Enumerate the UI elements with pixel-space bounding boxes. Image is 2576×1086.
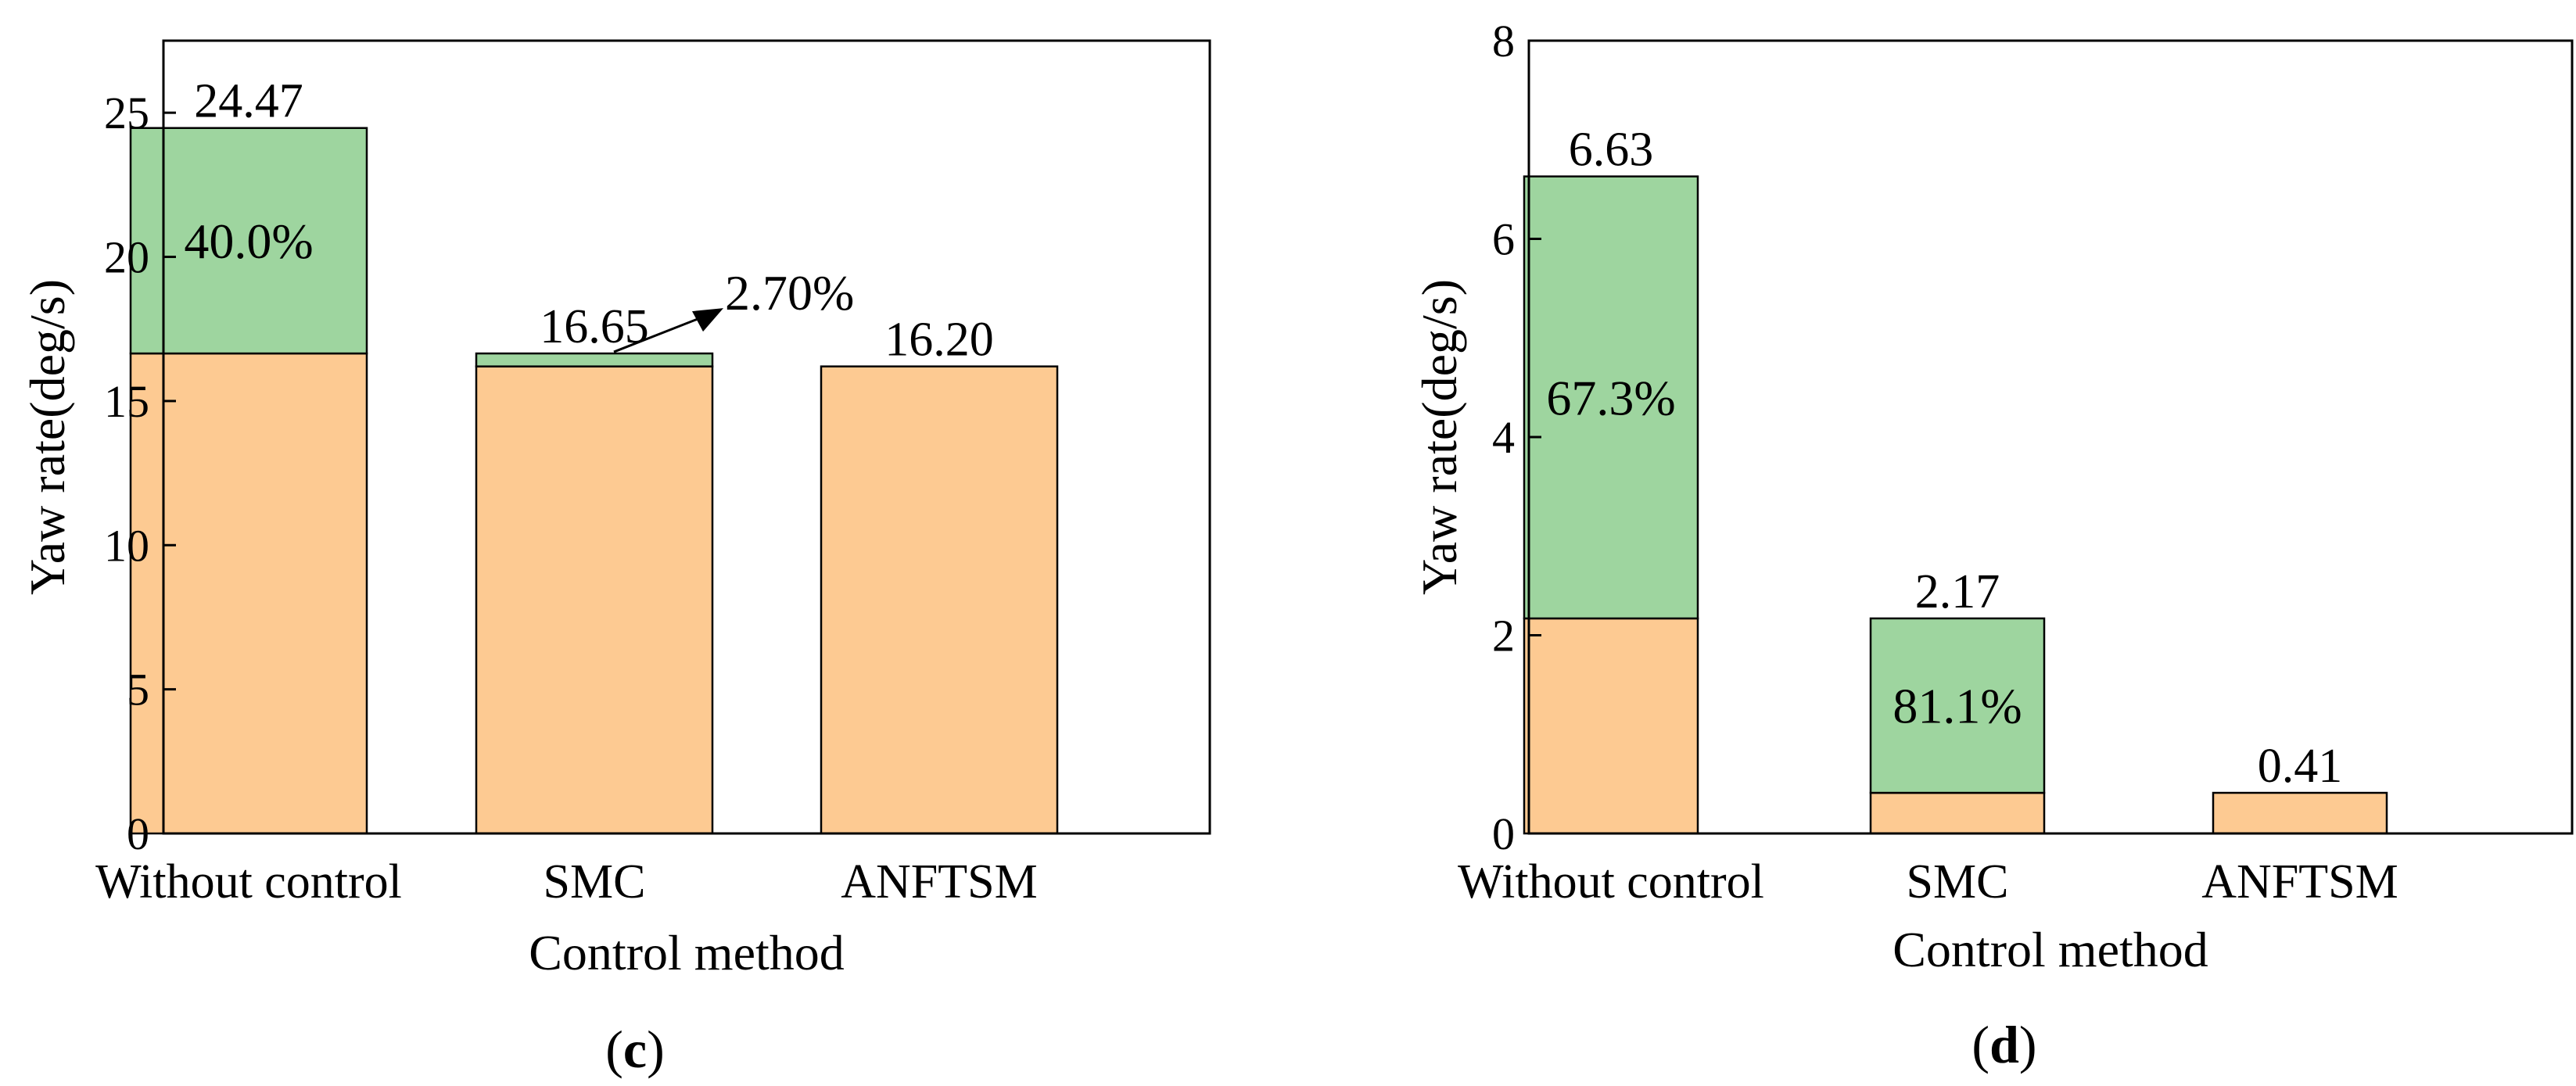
caption-close: ) — [2019, 1015, 2037, 1074]
y-tick-label: 2 — [1492, 611, 1515, 661]
category-label-2: ANFTSM — [841, 855, 1038, 909]
total-label-2: 0.41 — [2258, 740, 2343, 793]
percent-label-1: 2.70% — [725, 265, 854, 321]
x-axis-title: Control method — [529, 925, 845, 980]
y-tick-label: 0 — [1492, 808, 1515, 859]
caption-open: ( — [1971, 1015, 1989, 1074]
y-tick-label: 0 — [127, 808, 149, 859]
total-label-0: 6.63 — [1569, 124, 1654, 177]
plot-frame — [162, 39, 1211, 835]
category-label-2: ANFTSM — [2201, 855, 2398, 909]
total-label-1: 2.17 — [1915, 565, 2000, 618]
category-label-0: Without control — [1458, 855, 1764, 909]
caption-letter: c — [623, 1020, 647, 1079]
category-label-0: Without control — [95, 855, 402, 909]
bar-reduction-0 — [1523, 175, 1699, 620]
bar-base-1 — [1869, 791, 2046, 835]
bar-base-0 — [129, 352, 368, 835]
panel-caption: (d) — [1971, 1015, 2036, 1074]
bar-reduction-0 — [129, 127, 368, 355]
bar-reduction-1 — [1869, 617, 2046, 794]
caption-open: ( — [605, 1020, 623, 1079]
bar-base-2 — [820, 365, 1059, 835]
y-axis-title: Yaw rate(deg/s) — [1412, 279, 1467, 595]
x-axis-title: Control method — [1893, 922, 2208, 977]
y-tick-label: 20 — [104, 232, 149, 283]
bar-base-2 — [2212, 791, 2388, 835]
bar-base-1 — [475, 365, 714, 835]
category-label-1: SMC — [544, 855, 646, 909]
panel-caption: (c) — [605, 1020, 665, 1079]
total-label-2: 16.20 — [884, 314, 994, 367]
callout-line — [613, 316, 702, 353]
percent-label-0: 40.0% — [184, 213, 313, 269]
y-tick-label: 15 — [104, 376, 149, 427]
bar-reduction-1 — [475, 352, 714, 367]
y-tick-label: 6 — [1492, 214, 1515, 265]
caption-letter: d — [1989, 1015, 2019, 1074]
y-axis-title: Yaw rate(deg/s) — [20, 279, 75, 595]
callout-arrowhead — [692, 308, 723, 332]
y-tick-label: 10 — [104, 520, 149, 571]
bar-base-0 — [1523, 617, 1699, 835]
y-tick-label: 4 — [1492, 412, 1515, 463]
percent-label-1: 81.1% — [1893, 678, 2022, 733]
y-tick-label: 8 — [1492, 16, 1515, 66]
category-label-1: SMC — [1907, 855, 2009, 909]
percent-label-0: 67.3% — [1546, 370, 1675, 425]
y-tick-label: 5 — [127, 665, 149, 715]
y-tick-label: 25 — [104, 88, 149, 138]
caption-close: ) — [647, 1020, 665, 1079]
total-label-0: 24.47 — [194, 75, 303, 128]
chart-panel-d: 6.63 Without control 2.17 SMC 0.41 ANFTSM 67.3… — [1412, 16, 2574, 1074]
